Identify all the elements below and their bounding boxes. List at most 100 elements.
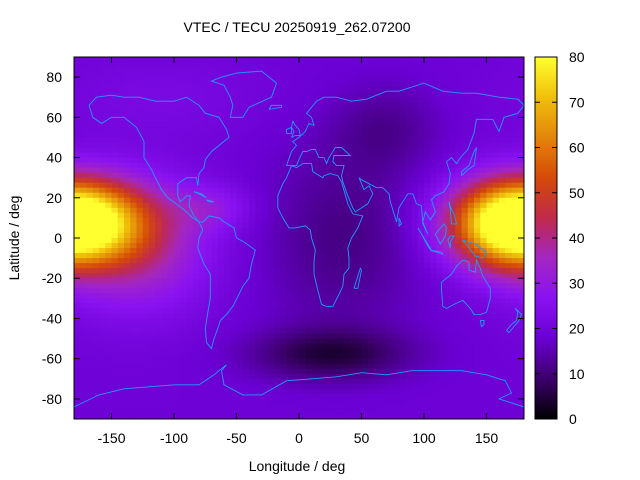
heatmap-cell — [449, 328, 456, 335]
heatmap-cell — [405, 378, 413, 385]
heatmap-cell — [317, 268, 325, 274]
heatmap-cell — [386, 333, 394, 340]
heatmap-cell — [442, 142, 450, 149]
heatmap-cell — [455, 82, 463, 88]
heatmap-cell — [199, 222, 206, 229]
heatmap-cell — [442, 82, 450, 88]
heatmap-cell — [480, 112, 488, 118]
heatmap-cell — [424, 72, 431, 78]
heatmap-cell — [305, 152, 313, 159]
heatmap-cell — [505, 187, 513, 194]
heatmap-cell — [280, 142, 288, 149]
heatmap-cell — [124, 72, 131, 78]
heatmap-cell — [417, 177, 425, 184]
heatmap-cell — [386, 207, 394, 214]
heatmap-cell — [242, 217, 250, 224]
heatmap-cell — [299, 398, 306, 405]
heatmap-cell — [424, 172, 431, 179]
heatmap-cell — [367, 122, 375, 128]
heatmap-cell — [224, 238, 231, 244]
heatmap-cell — [374, 388, 381, 395]
heatmap-cell — [161, 72, 169, 78]
heatmap-cell — [430, 278, 438, 284]
heatmap-cell — [211, 238, 219, 244]
heatmap-cell — [461, 132, 469, 139]
heatmap-cell — [174, 248, 181, 254]
heatmap-cell — [292, 57, 300, 63]
heatmap-cell — [336, 383, 344, 390]
heatmap-cell — [336, 353, 344, 360]
heatmap-cell — [167, 72, 175, 78]
heatmap-cell — [199, 393, 206, 400]
heatmap-cell — [186, 72, 194, 78]
heatmap-cell — [180, 398, 188, 405]
heatmap-cell — [211, 263, 219, 269]
heatmap-cell — [261, 137, 269, 144]
heatmap-cell — [317, 288, 325, 294]
heatmap-cell — [161, 398, 169, 405]
heatmap-cell — [461, 102, 469, 108]
heatmap-cell — [155, 398, 163, 405]
heatmap-cell — [142, 97, 150, 103]
heatmap-cell — [142, 147, 150, 154]
heatmap-cell — [305, 207, 313, 214]
heatmap-cell — [511, 167, 519, 174]
heatmap-cell — [511, 72, 519, 78]
heatmap-cell — [317, 303, 325, 309]
heatmap-cell — [205, 117, 213, 123]
heatmap-cell — [411, 298, 419, 304]
heatmap-cell — [392, 373, 400, 380]
heatmap-cell — [255, 278, 263, 284]
heatmap-cell — [136, 212, 144, 219]
heatmap-cell — [311, 328, 319, 335]
heatmap-cell — [124, 217, 131, 224]
heatmap-cell — [86, 353, 94, 360]
heatmap-cell — [261, 243, 269, 249]
heatmap-cell — [324, 122, 331, 128]
heatmap-cell — [480, 368, 488, 375]
heatmap-cell — [111, 202, 119, 209]
heatmap-cell — [117, 293, 125, 299]
heatmap-cell — [449, 77, 456, 83]
heatmap-cell — [230, 313, 238, 320]
heatmap-cell — [255, 333, 263, 340]
heatmap-cell — [349, 112, 356, 118]
heatmap-cell — [136, 187, 144, 194]
heatmap-cell — [249, 177, 256, 184]
heatmap-cell — [242, 393, 250, 400]
heatmap-cell — [80, 338, 88, 345]
heatmap-cell — [361, 232, 369, 239]
heatmap-cell — [117, 403, 125, 410]
heatmap-cell — [286, 132, 294, 139]
heatmap-cell — [242, 378, 250, 385]
heatmap-cell — [199, 263, 206, 269]
heatmap-cell — [455, 358, 463, 365]
heatmap-cell — [355, 298, 363, 304]
heatmap-cell — [461, 373, 469, 380]
heatmap-cell — [130, 288, 138, 294]
heatmap-cell — [74, 288, 81, 294]
heatmap-cell — [130, 207, 138, 214]
heatmap-cell — [505, 192, 513, 199]
heatmap-cell — [367, 253, 375, 259]
heatmap-cell — [480, 353, 488, 360]
heatmap-cell — [255, 388, 263, 395]
heatmap-cell — [174, 283, 181, 289]
heatmap-cell — [292, 273, 300, 279]
heatmap-cell — [217, 328, 225, 335]
heatmap-cell — [424, 313, 431, 320]
heatmap-cell — [242, 323, 250, 330]
heatmap-cell — [342, 278, 350, 284]
heatmap-cell — [205, 97, 213, 103]
heatmap-cell — [199, 87, 206, 93]
heatmap-cell — [299, 253, 306, 259]
heatmap-cell — [492, 308, 500, 315]
heatmap-cell — [455, 378, 463, 385]
heatmap-cell — [424, 338, 431, 345]
heatmap-cell — [455, 288, 463, 294]
heatmap-cell — [174, 112, 181, 118]
heatmap-cell — [336, 328, 344, 335]
heatmap-cell — [474, 122, 481, 128]
heatmap-cell — [205, 82, 213, 88]
heatmap-cell — [142, 373, 150, 380]
